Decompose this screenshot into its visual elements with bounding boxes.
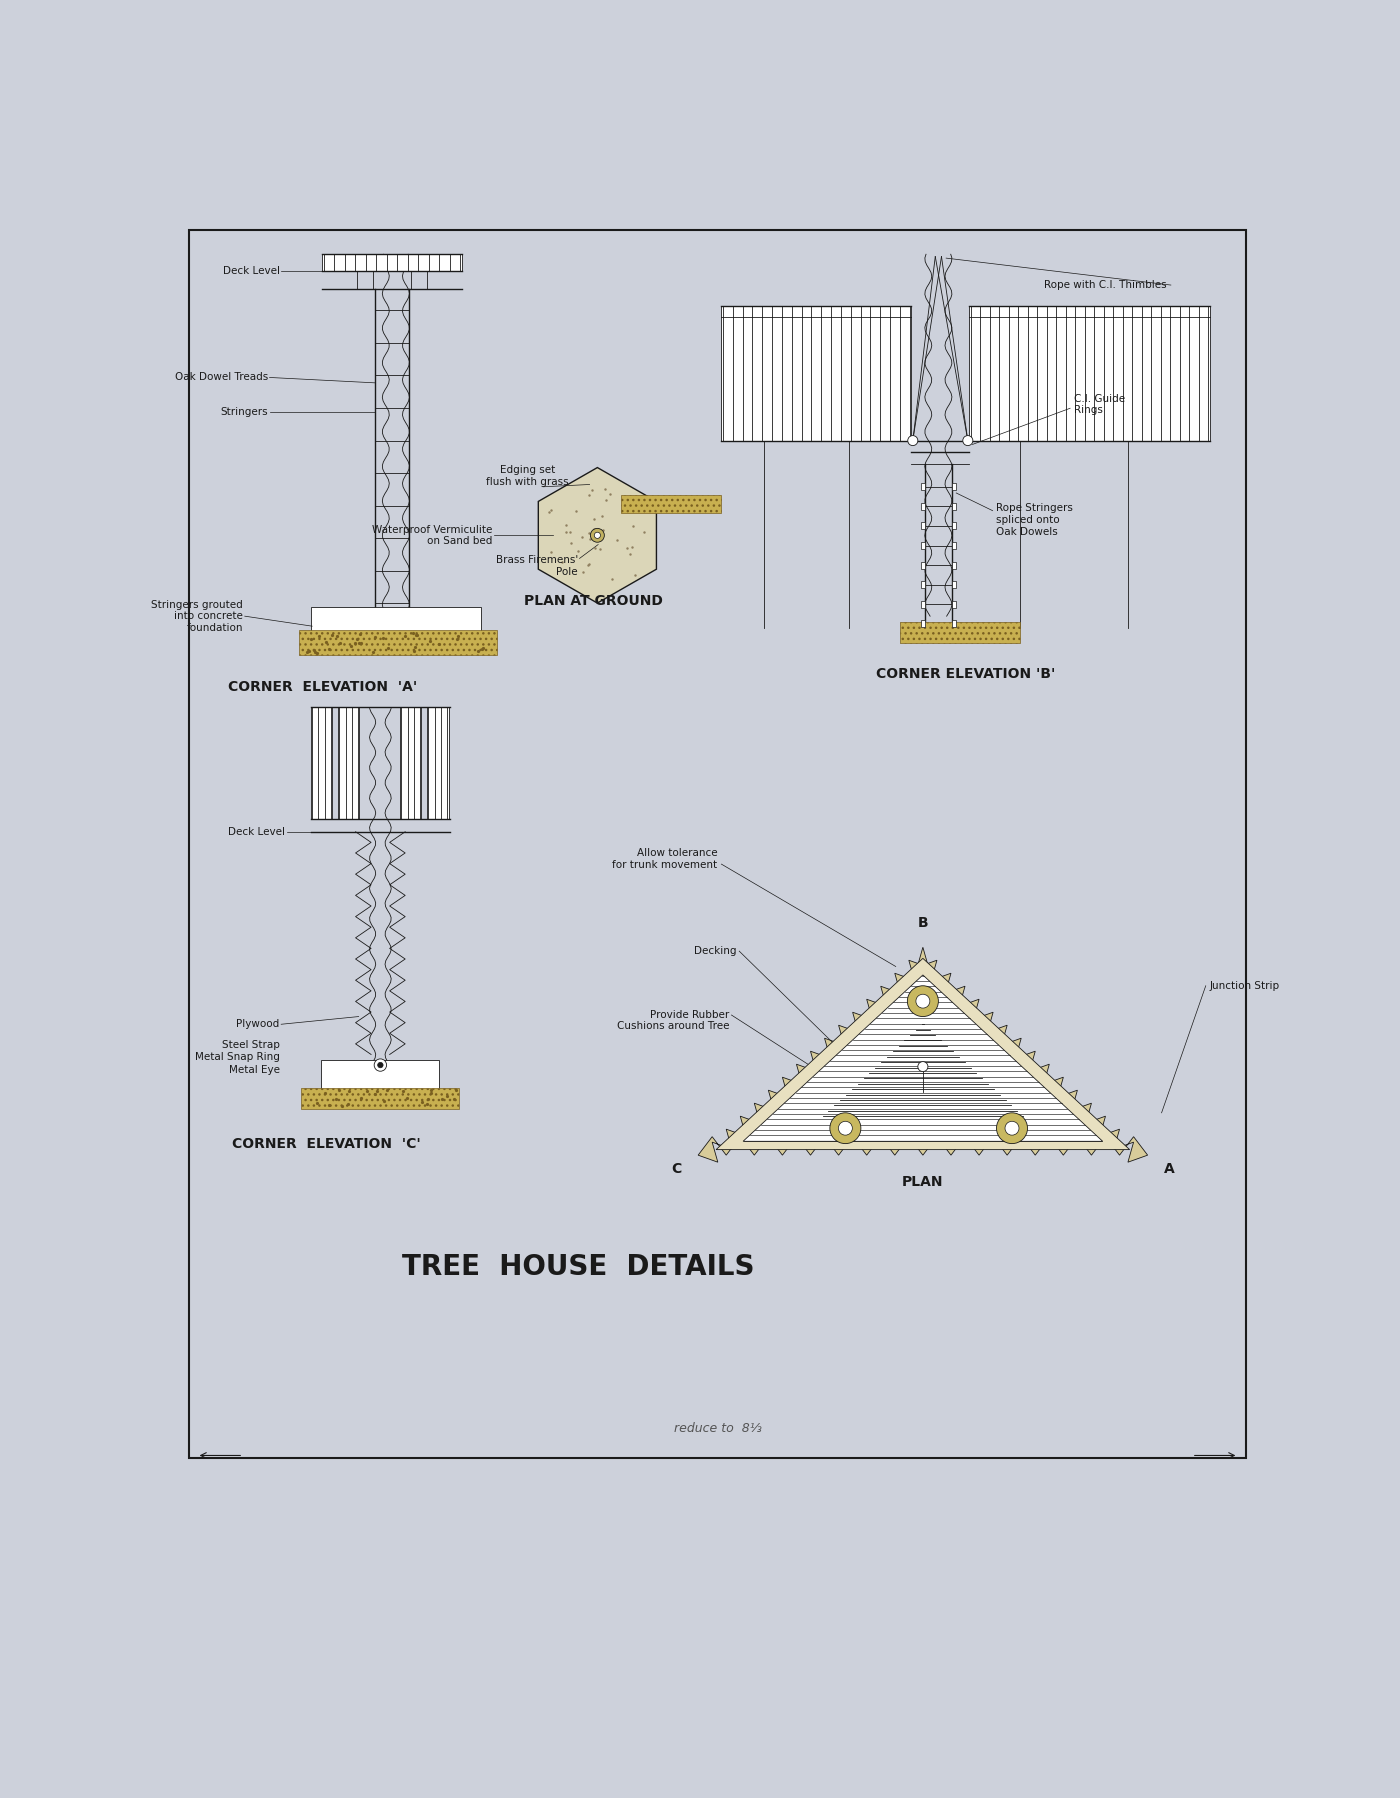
Bar bbox=[301, 1088, 459, 1109]
Text: B: B bbox=[917, 915, 928, 930]
Text: C.I. Guide
Rings: C.I. Guide Rings bbox=[1074, 394, 1126, 415]
Bar bbox=[952, 601, 956, 608]
Bar bbox=[322, 254, 462, 271]
Text: Junction Strip: Junction Strip bbox=[1210, 980, 1280, 991]
Circle shape bbox=[997, 1113, 1028, 1144]
Text: C: C bbox=[672, 1162, 682, 1176]
Bar bbox=[300, 629, 497, 654]
Circle shape bbox=[963, 435, 973, 446]
Bar bbox=[427, 707, 448, 818]
Bar bbox=[921, 601, 925, 608]
Bar bbox=[952, 581, 956, 588]
Bar bbox=[952, 523, 956, 529]
Text: Edging set
flush with grass: Edging set flush with grass bbox=[486, 466, 568, 487]
Circle shape bbox=[907, 985, 938, 1016]
Text: Oak Dowel Treads: Oak Dowel Treads bbox=[175, 372, 267, 383]
Bar bbox=[921, 523, 925, 529]
Bar bbox=[921, 484, 925, 491]
Bar bbox=[952, 620, 956, 628]
Bar bbox=[921, 561, 925, 568]
Circle shape bbox=[830, 1113, 861, 1144]
Circle shape bbox=[1005, 1122, 1019, 1135]
Text: Stringers grouted
into concrete
foundation: Stringers grouted into concrete foundati… bbox=[151, 599, 244, 633]
Bar bbox=[921, 620, 925, 628]
Text: Stringers: Stringers bbox=[220, 406, 267, 417]
Circle shape bbox=[907, 435, 918, 446]
Text: reduce to  8⅓: reduce to 8⅓ bbox=[673, 1422, 762, 1435]
Circle shape bbox=[839, 1122, 853, 1135]
Text: TREE  HOUSE  DETAILS: TREE HOUSE DETAILS bbox=[402, 1253, 755, 1280]
Bar bbox=[952, 561, 956, 568]
Polygon shape bbox=[717, 958, 1130, 1149]
Text: Metal Eye: Metal Eye bbox=[228, 1064, 280, 1075]
Bar bbox=[721, 306, 911, 441]
Text: Waterproof Vermiculite
on Sand bed: Waterproof Vermiculite on Sand bed bbox=[372, 525, 493, 547]
Circle shape bbox=[591, 529, 605, 543]
Polygon shape bbox=[539, 467, 657, 602]
Circle shape bbox=[374, 1059, 386, 1072]
Bar bbox=[921, 541, 925, 548]
Text: Metal Snap Ring: Metal Snap Ring bbox=[195, 1052, 280, 1063]
Text: CORNER  ELEVATION  'A': CORNER ELEVATION 'A' bbox=[228, 680, 417, 694]
Circle shape bbox=[378, 1063, 384, 1068]
Bar bbox=[969, 306, 1210, 441]
Text: Decking: Decking bbox=[694, 946, 736, 957]
Bar bbox=[952, 503, 956, 511]
Text: Rope with C.I. Thimbles: Rope with C.I. Thimbles bbox=[1044, 280, 1168, 289]
Bar bbox=[311, 707, 332, 818]
Bar bbox=[952, 484, 956, 491]
Bar bbox=[321, 1061, 438, 1091]
Text: CORNER  ELEVATION  'C': CORNER ELEVATION 'C' bbox=[232, 1136, 420, 1151]
Text: Brass Firemens'
Pole: Brass Firemens' Pole bbox=[496, 556, 578, 577]
Bar bbox=[921, 503, 925, 511]
Text: Steel Strap: Steel Strap bbox=[221, 1039, 280, 1050]
Bar bbox=[400, 707, 421, 818]
Circle shape bbox=[594, 532, 601, 538]
Text: A: A bbox=[1163, 1162, 1175, 1176]
Text: Deck Level: Deck Level bbox=[223, 266, 280, 277]
Polygon shape bbox=[743, 975, 1103, 1142]
Bar bbox=[900, 622, 1019, 644]
Text: Deck Level: Deck Level bbox=[228, 827, 286, 836]
Text: PLAN AT GROUND: PLAN AT GROUND bbox=[524, 593, 664, 608]
Polygon shape bbox=[699, 948, 1148, 1162]
Text: Provide Rubber
Cushions around Tree: Provide Rubber Cushions around Tree bbox=[616, 1010, 729, 1032]
Text: Plywood: Plywood bbox=[237, 1019, 280, 1028]
Text: PLAN: PLAN bbox=[902, 1176, 944, 1188]
Bar bbox=[311, 608, 482, 647]
Text: Allow tolerance
for trunk movement: Allow tolerance for trunk movement bbox=[612, 849, 717, 870]
Bar bbox=[921, 581, 925, 588]
Bar bbox=[620, 494, 721, 512]
Bar bbox=[337, 707, 360, 818]
Text: CORNER ELEVATION 'B': CORNER ELEVATION 'B' bbox=[876, 667, 1056, 681]
Text: Rope Stringers
spliced onto
Oak Dowels: Rope Stringers spliced onto Oak Dowels bbox=[997, 503, 1074, 536]
Circle shape bbox=[918, 1061, 928, 1072]
Circle shape bbox=[916, 994, 930, 1009]
Bar bbox=[952, 541, 956, 548]
Bar bbox=[189, 230, 1246, 1458]
